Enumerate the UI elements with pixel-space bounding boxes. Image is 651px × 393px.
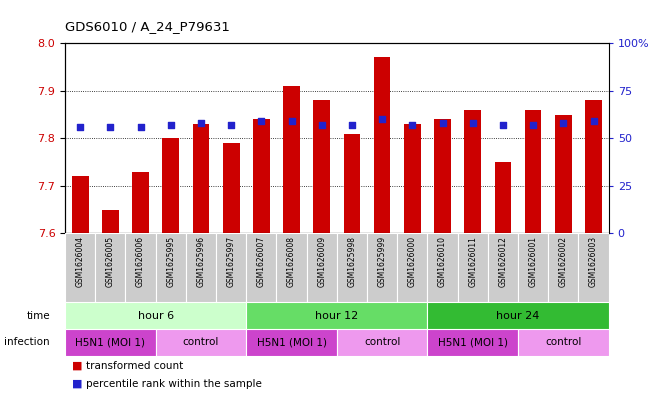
Text: transformed count: transformed count: [86, 361, 183, 371]
Bar: [525, 110, 542, 233]
Point: [75, 124, 85, 130]
Point: [135, 124, 146, 130]
Bar: [193, 124, 210, 233]
Bar: [397, 233, 428, 302]
Text: infection: infection: [5, 337, 50, 347]
Point: [256, 118, 267, 124]
Bar: [65, 233, 95, 302]
Bar: [65, 302, 246, 329]
Bar: [156, 329, 246, 356]
Text: GSM1625996: GSM1625996: [197, 236, 206, 287]
Point: [316, 122, 327, 128]
Bar: [163, 138, 179, 233]
Text: GSM1626011: GSM1626011: [468, 236, 477, 287]
Text: GSM1625997: GSM1625997: [227, 236, 236, 287]
Bar: [95, 233, 126, 302]
Text: GSM1625999: GSM1625999: [378, 236, 387, 287]
Point: [528, 122, 538, 128]
Bar: [246, 329, 337, 356]
Text: GSM1626006: GSM1626006: [136, 236, 145, 287]
Text: GSM1626008: GSM1626008: [287, 236, 296, 287]
Bar: [246, 302, 428, 329]
Bar: [337, 233, 367, 302]
Text: GSM1626004: GSM1626004: [76, 236, 85, 287]
Text: percentile rank within the sample: percentile rank within the sample: [86, 379, 262, 389]
Point: [467, 120, 478, 126]
Text: ■: ■: [72, 361, 86, 371]
Text: GSM1626000: GSM1626000: [408, 236, 417, 287]
Point: [498, 122, 508, 128]
Text: GSM1626010: GSM1626010: [438, 236, 447, 287]
Point: [377, 116, 387, 123]
Bar: [518, 233, 548, 302]
Bar: [72, 176, 89, 233]
Bar: [428, 302, 609, 329]
Bar: [65, 329, 156, 356]
Bar: [579, 233, 609, 302]
Bar: [367, 233, 397, 302]
Bar: [518, 329, 609, 356]
Point: [589, 118, 599, 124]
Bar: [246, 233, 277, 302]
Bar: [186, 233, 216, 302]
Bar: [337, 329, 428, 356]
Bar: [428, 233, 458, 302]
Point: [226, 122, 236, 128]
Text: hour 24: hour 24: [497, 310, 540, 321]
Bar: [102, 209, 118, 233]
Point: [105, 124, 116, 130]
Text: GDS6010 / A_24_P79631: GDS6010 / A_24_P79631: [65, 20, 230, 33]
Bar: [404, 124, 421, 233]
Bar: [555, 115, 572, 233]
Text: hour 6: hour 6: [137, 310, 174, 321]
Text: GSM1626005: GSM1626005: [106, 236, 115, 287]
Text: H5N1 (MOI 1): H5N1 (MOI 1): [256, 337, 327, 347]
Text: GSM1626001: GSM1626001: [529, 236, 538, 287]
Bar: [585, 100, 602, 233]
Bar: [307, 233, 337, 302]
Point: [286, 118, 297, 124]
Bar: [344, 134, 360, 233]
Text: ■: ■: [72, 379, 86, 389]
Bar: [428, 329, 518, 356]
Text: control: control: [545, 337, 581, 347]
Text: hour 12: hour 12: [315, 310, 359, 321]
Bar: [488, 233, 518, 302]
Text: GSM1626003: GSM1626003: [589, 236, 598, 287]
Text: GSM1626012: GSM1626012: [499, 236, 508, 287]
Point: [347, 122, 357, 128]
Point: [165, 122, 176, 128]
Text: GSM1625995: GSM1625995: [166, 236, 175, 287]
Bar: [374, 57, 391, 233]
Bar: [434, 119, 451, 233]
Text: H5N1 (MOI 1): H5N1 (MOI 1): [76, 337, 145, 347]
Text: control: control: [183, 337, 219, 347]
Bar: [458, 233, 488, 302]
Bar: [283, 86, 300, 233]
Bar: [314, 100, 330, 233]
Text: GSM1626002: GSM1626002: [559, 236, 568, 287]
Point: [407, 122, 417, 128]
Bar: [277, 233, 307, 302]
Text: control: control: [364, 337, 400, 347]
Point: [196, 120, 206, 126]
Bar: [253, 119, 270, 233]
Point: [558, 120, 568, 126]
Bar: [223, 143, 240, 233]
Text: GSM1626007: GSM1626007: [257, 236, 266, 287]
Text: GSM1626009: GSM1626009: [317, 236, 326, 287]
Bar: [132, 172, 149, 233]
Point: [437, 120, 448, 126]
Bar: [216, 233, 246, 302]
Bar: [495, 162, 511, 233]
Text: time: time: [27, 310, 50, 321]
Text: H5N1 (MOI 1): H5N1 (MOI 1): [437, 337, 508, 347]
Bar: [548, 233, 579, 302]
Bar: [156, 233, 186, 302]
Text: GSM1625998: GSM1625998: [348, 236, 357, 287]
Bar: [126, 233, 156, 302]
Bar: [464, 110, 481, 233]
